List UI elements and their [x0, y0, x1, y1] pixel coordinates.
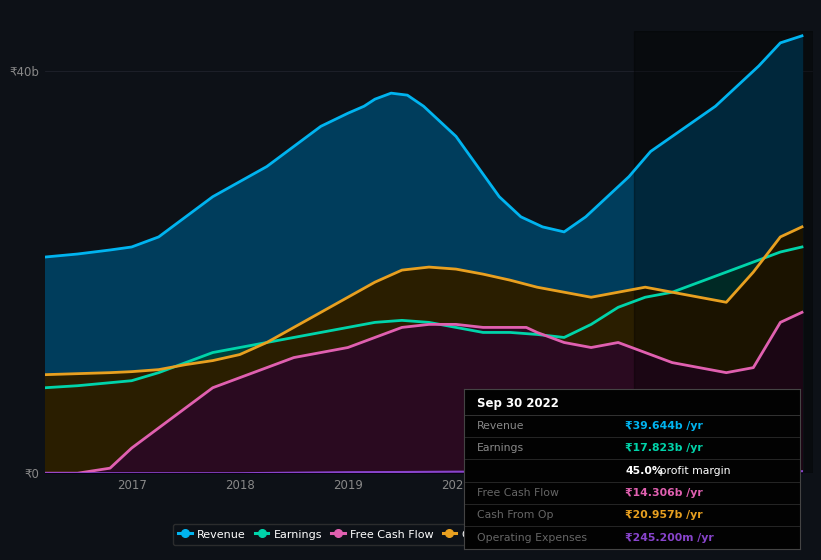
Text: Cash From Op: Cash From Op: [477, 510, 554, 520]
Legend: Revenue, Earnings, Free Cash Flow, Cash From Op, Operating Expenses: Revenue, Earnings, Free Cash Flow, Cash …: [173, 524, 685, 545]
Text: Sep 30 2022: Sep 30 2022: [477, 397, 559, 410]
Text: ₹245.200m /yr: ₹245.200m /yr: [626, 533, 714, 543]
Text: ₹14.306b /yr: ₹14.306b /yr: [626, 488, 704, 498]
Text: Free Cash Flow: Free Cash Flow: [477, 488, 559, 498]
Text: profit margin: profit margin: [656, 465, 730, 475]
Bar: [635, 31, 813, 473]
Text: Earnings: Earnings: [477, 444, 525, 453]
Text: ₹39.644b /yr: ₹39.644b /yr: [626, 421, 704, 431]
Text: Revenue: Revenue: [477, 421, 525, 431]
Text: Operating Expenses: Operating Expenses: [477, 533, 587, 543]
Text: 45.0%: 45.0%: [626, 465, 663, 475]
Text: ₹20.957b /yr: ₹20.957b /yr: [626, 510, 703, 520]
Text: ₹17.823b /yr: ₹17.823b /yr: [626, 444, 704, 453]
